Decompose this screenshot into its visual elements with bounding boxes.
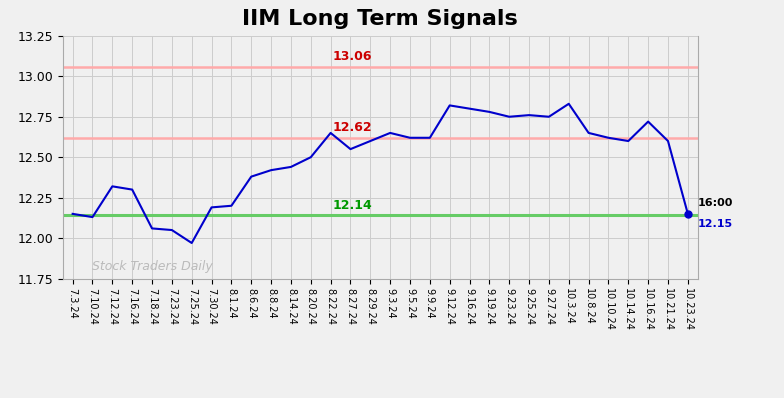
Text: 12.14: 12.14 — [332, 199, 372, 212]
Text: 12.15: 12.15 — [698, 219, 733, 228]
Text: 16:00: 16:00 — [698, 197, 733, 207]
Text: 13.06: 13.06 — [332, 50, 372, 63]
Text: Stock Traders Daily: Stock Traders Daily — [93, 260, 213, 273]
Text: 12.62: 12.62 — [332, 121, 372, 134]
Title: IIM Long Term Signals: IIM Long Term Signals — [242, 9, 518, 29]
